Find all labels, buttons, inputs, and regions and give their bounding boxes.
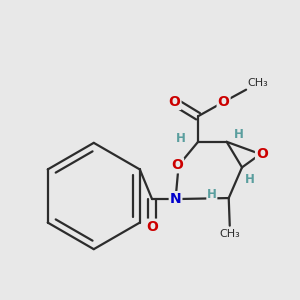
Text: O: O xyxy=(256,147,268,161)
Text: CH₃: CH₃ xyxy=(248,78,268,88)
Text: O: O xyxy=(218,95,230,109)
Text: N: N xyxy=(170,192,182,206)
Text: CH₃: CH₃ xyxy=(219,229,240,239)
Text: H: H xyxy=(207,188,217,202)
Text: O: O xyxy=(171,158,183,172)
Text: H: H xyxy=(245,173,255,186)
Text: O: O xyxy=(146,220,158,234)
Text: H: H xyxy=(176,132,186,145)
Text: O: O xyxy=(169,95,181,109)
Text: H: H xyxy=(234,128,244,141)
